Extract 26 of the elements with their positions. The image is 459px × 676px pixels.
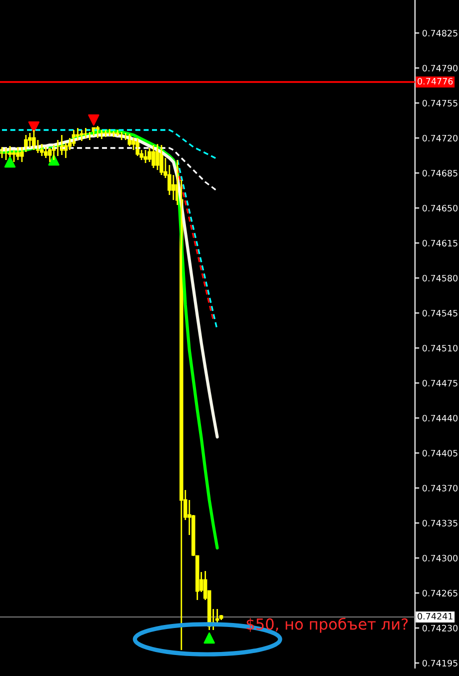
y-tick-label: 0.74790 xyxy=(422,64,458,72)
y-tick-label: 0.74230 xyxy=(422,624,458,632)
y-tick-label: 0.74300 xyxy=(422,554,458,562)
y-tick-label: 0.74580 xyxy=(422,274,458,282)
point xyxy=(28,121,40,133)
y-tick-label: 0.74370 xyxy=(422,484,458,492)
y-tick-label: 0.74510 xyxy=(422,344,458,352)
y-tick-label: 0.74825 xyxy=(422,30,458,36)
ref-line-label: 0.74776 xyxy=(418,78,453,85)
point xyxy=(4,156,16,168)
point xyxy=(88,114,100,126)
y-tick-label: 0.74685 xyxy=(422,170,458,176)
y-tick-label: 0.74475 xyxy=(422,380,458,386)
y-tick-label: 0.74335 xyxy=(422,520,458,526)
y-tick-label: 0.74195 xyxy=(422,660,458,666)
y-tick-label: 0.74440 xyxy=(422,414,458,422)
y-tick-label: 0.74545 xyxy=(422,310,458,316)
y-tick-label: 0.74265 xyxy=(422,590,458,596)
ref-line-label: 0.74241 xyxy=(418,612,452,620)
y-tick-label: 0.74755 xyxy=(422,100,458,106)
y-tick-label: 0.74720 xyxy=(422,134,458,142)
y-tick-label: 0.74650 xyxy=(422,204,458,212)
point xyxy=(204,632,215,644)
y-tick-label: 0.74615 xyxy=(422,240,458,246)
line-series xyxy=(176,167,214,321)
y-tick-label: 0.74405 xyxy=(422,450,458,456)
